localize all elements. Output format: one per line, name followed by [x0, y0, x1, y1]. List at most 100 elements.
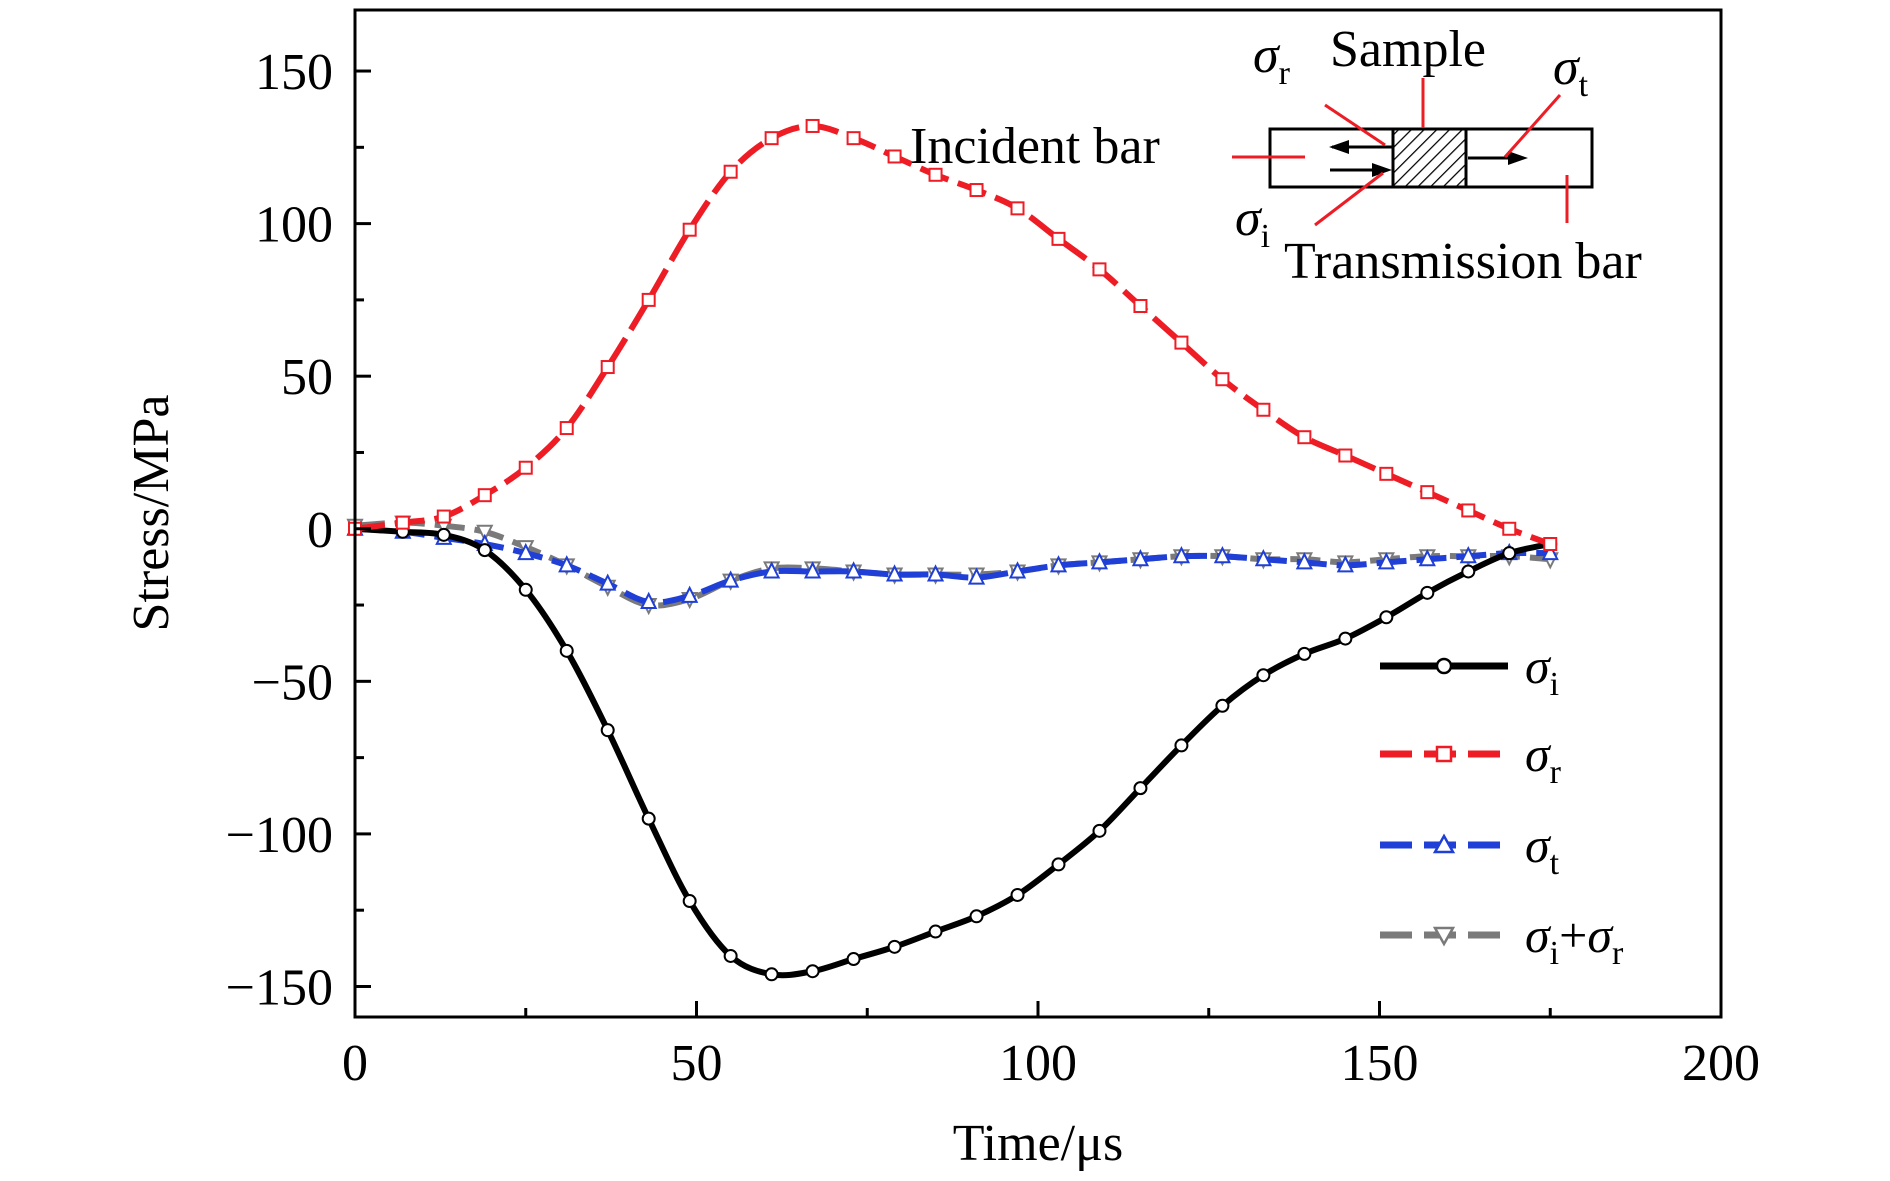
data-point: [600, 723, 615, 738]
x-tick-label: 100: [999, 1035, 1077, 1092]
data-point: [600, 360, 615, 375]
legend-marker-sigma-i: [1435, 657, 1453, 675]
data-point: [1254, 549, 1273, 567]
data-point: [722, 570, 740, 588]
y-axis-title: Stress/MPa: [123, 395, 180, 632]
data-point: [928, 167, 943, 182]
data-point: [395, 515, 410, 530]
data-point: [1502, 521, 1517, 536]
x-tick-label: 200: [1682, 1035, 1760, 1092]
data-point: [1010, 887, 1025, 902]
data-point: [1541, 542, 1559, 561]
data-point: [1420, 585, 1435, 600]
data-point: [887, 939, 902, 954]
data-point: [1459, 545, 1477, 564]
y-tick-label: −150: [226, 959, 333, 1016]
transmitted-wave-arrowhead: [1508, 151, 1528, 165]
data-point: [1174, 335, 1189, 350]
series-1: [348, 118, 1558, 552]
data-point: [641, 292, 656, 307]
legend: σi σr σt σi+σr: [1380, 638, 1624, 972]
data-point: [476, 524, 494, 543]
data-point: [640, 591, 658, 609]
data-point: [1215, 698, 1230, 713]
data-point: [1543, 537, 1558, 552]
y-tick-label: 50: [281, 349, 333, 406]
sigma-i-label: σi: [1235, 190, 1270, 255]
data-point: [967, 567, 986, 585]
data-point: [1379, 610, 1394, 625]
data-point: [887, 149, 902, 164]
sigma-r-label: σr: [1253, 27, 1291, 92]
data-point: [682, 222, 697, 237]
data-point: [723, 948, 738, 963]
data-point: [1461, 564, 1476, 579]
data-point: [969, 909, 984, 924]
x-tick-label: 50: [671, 1035, 723, 1092]
data-point: [477, 488, 492, 503]
data-point: [1213, 545, 1232, 564]
legend-marker-sigma-r: [1435, 745, 1453, 763]
data-point: [764, 967, 779, 982]
series-line: [354, 525, 1551, 606]
y-tick-label: −100: [226, 807, 333, 864]
data-point: [1051, 857, 1066, 872]
data-point: [641, 811, 656, 826]
legend-entry-sigma-i-plus-sigma-r: σi+σr: [1380, 907, 1624, 972]
data-point: [1133, 781, 1148, 796]
data-point: [1256, 402, 1271, 417]
legend-entry-sigma-r: σr: [1380, 726, 1562, 791]
series-line: [354, 525, 1551, 979]
data-point: [1010, 201, 1025, 216]
legend-entry-sigma-t: σt: [1380, 817, 1560, 882]
data-point: [1297, 646, 1312, 661]
data-point: [1420, 485, 1435, 500]
series-line: [354, 122, 1552, 547]
data-point: [599, 573, 617, 591]
data-point: [846, 952, 861, 967]
data-point: [1090, 552, 1109, 570]
data-point: [1338, 448, 1353, 463]
reflected-wave-arrowhead: [1329, 140, 1349, 154]
y-tick-label: 150: [255, 44, 333, 101]
legend-marker-sigma-t: [1432, 833, 1456, 854]
inset-schematic: Incident bar Sample Transmission bar σr …: [910, 21, 1642, 290]
legend-label-sigma-r: σr: [1525, 726, 1562, 791]
data-point: [805, 118, 820, 133]
data-point: [764, 131, 779, 146]
data-point: [436, 527, 451, 542]
data-point: [1174, 738, 1189, 753]
legend-entry-sigma-i: σi: [1380, 638, 1559, 703]
data-point: [1338, 631, 1353, 646]
data-point: [723, 164, 738, 179]
data-point: [558, 555, 576, 573]
data-point: [1133, 298, 1148, 313]
y-tick-label: −50: [252, 654, 333, 711]
data-point: [559, 421, 574, 436]
data-point: [1051, 231, 1066, 246]
sigma-t-leader: [1503, 94, 1562, 158]
data-point: [928, 924, 943, 939]
x-tick-label: 0: [342, 1035, 368, 1092]
data-point: [1008, 561, 1027, 579]
incident-bar-label: Incident bar: [910, 118, 1160, 175]
data-point: [1461, 503, 1476, 518]
data-point: [969, 183, 984, 198]
data-point: [805, 964, 820, 979]
data-point: [436, 509, 451, 524]
data-point: [518, 582, 533, 597]
sigma-i-leader: [1314, 171, 1384, 227]
axis-layer: 0 50 100 150 200 −150 −100 −50 0 50 100 150: [226, 44, 1760, 1092]
y-tick-label: 0: [307, 502, 333, 559]
legend-label-sigma-t: σt: [1525, 817, 1560, 882]
data-point: [682, 894, 697, 909]
data-point: [1092, 823, 1107, 838]
data-point: [1215, 372, 1230, 387]
data-point: [1379, 466, 1394, 481]
data-point: [844, 561, 863, 579]
legend-label-sigma-i-plus-sigma-r: σi+σr: [1525, 907, 1624, 972]
data-point: [1297, 430, 1312, 445]
sample-block: [1391, 127, 1468, 189]
legend-marker-sigma-i-plus-sigma-r: [1432, 926, 1456, 947]
data-point: [1049, 555, 1068, 573]
